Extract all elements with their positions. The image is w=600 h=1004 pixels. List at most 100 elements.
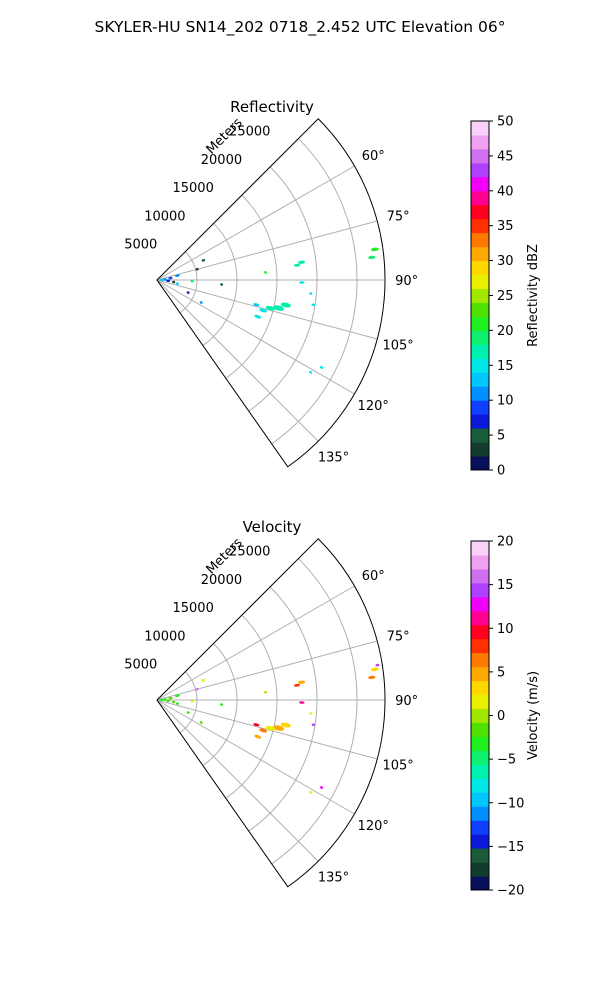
colorbar-segment: [471, 582, 489, 598]
colorbar-segment: [471, 876, 489, 891]
azimuth-gridline: [156, 699, 378, 760]
colorbar-segment: [471, 260, 489, 276]
echo-point: [259, 308, 268, 313]
azimuth-gridline: [156, 165, 355, 281]
radial-tick-label: 10000: [144, 629, 185, 644]
echo-point: [172, 700, 176, 704]
echo-point: [166, 699, 171, 703]
echo-point: [168, 696, 173, 700]
colorbar-segment: [471, 232, 489, 248]
azimuth-gridline: [156, 585, 355, 701]
echo-point: [199, 301, 203, 304]
radial-tick-label: 20000: [201, 573, 242, 588]
echo-point: [311, 723, 316, 727]
range-ring: [179, 671, 198, 734]
azimuth-gridline: [156, 279, 319, 442]
colorbar-segment: [471, 541, 489, 556]
colorbar-tick-label: 5: [497, 665, 505, 680]
colorbar-segment: [471, 568, 489, 584]
echo-point: [309, 790, 313, 794]
colorbar-segment: [471, 750, 489, 765]
reflectivity-panel: Reflectivity500010000150002000025000Mete…: [124, 98, 541, 479]
sector-outline: [156, 538, 386, 888]
range-ring: [271, 558, 358, 865]
echo-point: [259, 728, 268, 733]
colorbar-segment: [471, 121, 489, 136]
colorbar-segment: [471, 820, 489, 835]
sector-outline: [156, 118, 386, 468]
echo-point: [319, 366, 324, 369]
radial-tick-label: 5000: [124, 238, 157, 253]
echo-point: [280, 302, 291, 308]
angle-tick-label: 135°: [318, 451, 349, 466]
colorbar-segment: [471, 456, 489, 471]
echo-point: [160, 278, 164, 282]
colorbar-tick-label: 30: [497, 254, 514, 269]
colorbar-segment: [471, 288, 489, 303]
colorbar-segment: [471, 442, 489, 457]
colorbar-segment: [471, 652, 489, 668]
range-ring: [202, 643, 238, 766]
range-ring: [225, 614, 278, 799]
echo-point: [166, 279, 171, 283]
echo-point: [195, 267, 199, 271]
angle-tick-label: 120°: [358, 819, 389, 834]
echo-point: [273, 725, 285, 731]
echo-point: [309, 712, 313, 715]
echo-point: [175, 702, 179, 705]
colorbar-segment: [471, 176, 489, 192]
echo-point: [311, 303, 316, 307]
colorbar-tick-label: −10: [497, 796, 524, 811]
colorbar-segment: [471, 302, 489, 317]
colorbar-segment: [471, 358, 489, 373]
colorbar-tick-label: 15: [497, 578, 514, 593]
colorbar-tick-label: 20: [497, 324, 514, 339]
colorbar-segment: [471, 246, 489, 262]
colorbar-segment: [471, 708, 489, 723]
azimuth-gridline: [156, 699, 355, 815]
angle-tick-label: 90°: [395, 274, 418, 289]
echo-point: [190, 699, 194, 703]
echo-point: [293, 263, 301, 267]
colorbar-segment: [471, 148, 489, 164]
range-ring: [248, 586, 318, 832]
radial-tick-label: 15000: [172, 601, 213, 616]
angle-tick-label: 120°: [358, 399, 389, 414]
colorbar-tick-label: 40: [497, 184, 514, 199]
azimuth-gridline: [156, 699, 319, 862]
colorbar-tick-label: 10: [497, 394, 514, 409]
echo-point: [172, 280, 176, 284]
echo-point: [175, 282, 179, 285]
panel-title: Reflectivity: [230, 98, 314, 116]
colorbar-segment: [471, 372, 489, 387]
colorbar-tick-label: 5: [497, 429, 505, 444]
azimuth-gridline: [156, 279, 378, 340]
colorbar-segment: [471, 862, 489, 877]
echo-point: [298, 701, 305, 704]
echo-point: [174, 694, 180, 697]
azimuth-gridline: [156, 279, 355, 395]
colorbar-segment: [471, 400, 489, 415]
colorbar-segment: [471, 134, 489, 150]
radial-tick-label: 25000: [229, 125, 270, 140]
echo-point: [163, 698, 167, 701]
echo-point: [370, 247, 379, 252]
colorbar-tick-label: 15: [497, 359, 514, 374]
echo-point: [168, 276, 173, 280]
colorbar-segment: [471, 722, 489, 737]
colorbar-segment: [471, 792, 489, 807]
colorbar-segment: [471, 316, 489, 331]
radial-tick-label: 15000: [172, 181, 213, 196]
colorbar-tick-label: −20: [497, 884, 524, 899]
echo-point: [190, 279, 194, 283]
echo-point: [220, 283, 224, 286]
angle-tick-label: 105°: [382, 759, 413, 774]
colorbar-tick-label: 45: [497, 149, 514, 164]
colorbar-segment: [471, 610, 489, 626]
echo-point: [253, 723, 260, 727]
colorbar-tick-label: 25: [497, 289, 514, 304]
echo-point: [254, 314, 262, 319]
colorbar-segment: [471, 274, 489, 290]
